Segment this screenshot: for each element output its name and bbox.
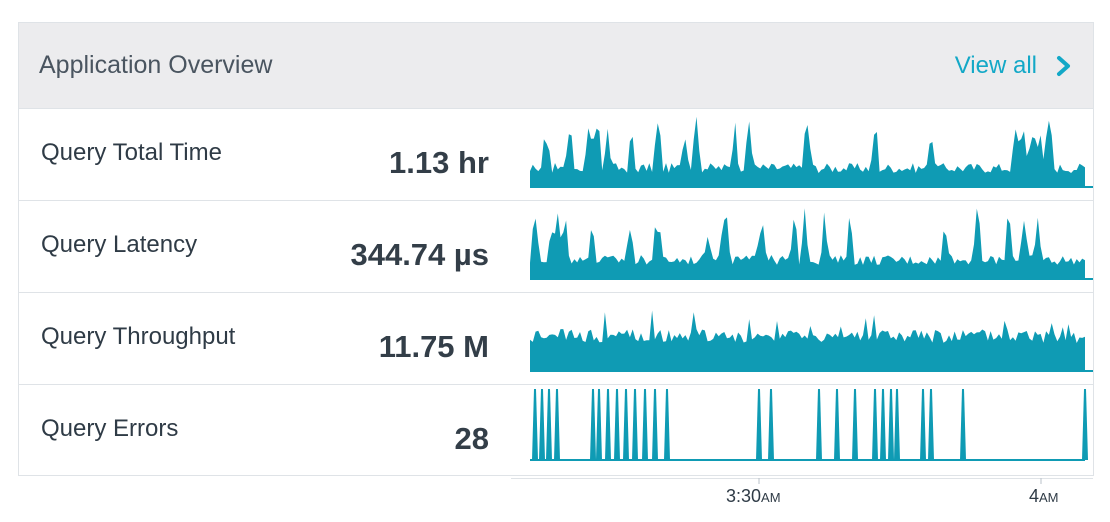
- error-spike: [920, 389, 926, 460]
- time-axis: [511, 478, 1093, 484]
- error-spike: [880, 389, 886, 460]
- error-spike: [960, 389, 966, 460]
- error-spike: [872, 389, 878, 460]
- error-spike: [756, 389, 762, 460]
- card-header: Application Overview View all: [19, 23, 1093, 109]
- metric-row-query-total-time[interactable]: Query Total Time 1.13 hr: [19, 109, 1093, 201]
- sparkline-chart: [530, 116, 1093, 188]
- metric-row-query-latency[interactable]: Query Latency 344.74 µs: [19, 201, 1093, 293]
- metric-value: 28: [454, 421, 489, 456]
- error-spike: [532, 389, 538, 460]
- card-title: Application Overview: [39, 51, 273, 79]
- error-spike: [539, 389, 545, 460]
- sparkline-chart: [530, 389, 1088, 461]
- metric-row-query-throughput[interactable]: Query Throughput 11.75 M: [19, 293, 1093, 385]
- error-spike: [596, 389, 602, 460]
- view-all-label[interactable]: View all: [954, 51, 1037, 79]
- sparkline-area: [530, 208, 1085, 279]
- error-spike: [554, 389, 560, 460]
- view-all-link[interactable]: View all: [955, 52, 1073, 80]
- error-spike: [614, 389, 620, 460]
- axis-tick-label: 3:30AM: [726, 486, 781, 506]
- metric-label: Query Total Time: [41, 139, 222, 166]
- error-spike: [623, 389, 629, 460]
- error-spike: [546, 389, 552, 460]
- error-spike: [642, 389, 648, 460]
- error-spike: [1082, 389, 1088, 460]
- error-spike: [894, 389, 900, 460]
- metric-label: Query Throughput: [41, 323, 236, 350]
- metric-value: 344.74 µs: [350, 237, 489, 272]
- application-overview-card: Application Overview View all Query Tota…: [18, 22, 1094, 476]
- metric-value: 1.13 hr: [389, 145, 489, 180]
- error-spike: [768, 389, 774, 460]
- error-spike: [852, 389, 858, 460]
- error-spike: [605, 389, 611, 460]
- chevron-right-icon[interactable]: [1055, 55, 1073, 77]
- error-spike: [632, 389, 638, 460]
- sparkline-chart: [530, 208, 1093, 280]
- metric-label: Query Errors: [41, 415, 179, 442]
- error-spike: [834, 389, 840, 460]
- sparkline-area: [530, 116, 1085, 187]
- error-spike: [652, 389, 658, 460]
- error-spike: [816, 389, 822, 460]
- sparkline-area: [530, 310, 1085, 371]
- axis-tick-label: 4AM: [1029, 486, 1059, 506]
- error-spike: [888, 389, 894, 460]
- error-spike: [928, 389, 934, 460]
- metric-row-query-errors[interactable]: Query Errors 28: [19, 385, 1093, 477]
- error-spike: [590, 389, 596, 460]
- metric-value: 11.75 M: [378, 329, 489, 364]
- metric-label: Query Latency: [41, 231, 198, 258]
- sparkline-chart: [530, 310, 1093, 372]
- error-spike: [664, 389, 670, 460]
